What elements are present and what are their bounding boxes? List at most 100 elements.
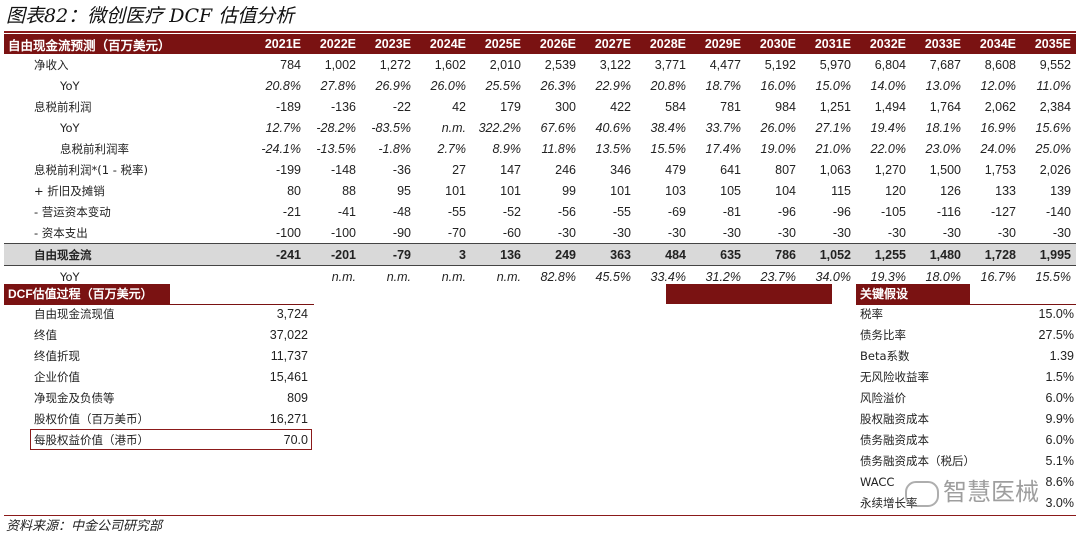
table-cell: 6,804 — [874, 57, 906, 72]
table-cell: 781 — [720, 99, 741, 114]
table-cell: 1,494 — [874, 99, 906, 114]
assumption-label: 永续增长率 — [860, 496, 918, 510]
table-cell: -79 — [361, 243, 416, 266]
table-cell: -199 — [275, 162, 301, 177]
dcf-row-value: 11,737 — [270, 349, 308, 363]
table-cell: 18.1% — [925, 120, 961, 135]
table-cell: -48 — [392, 204, 411, 219]
table-cell: 19.3% — [870, 269, 906, 284]
row-label: YoY — [60, 269, 80, 284]
table-cell: n.m. — [441, 120, 466, 135]
table-cell: -100 — [330, 225, 356, 240]
year-header: 2024E — [416, 34, 471, 54]
table-cell: 88 — [342, 183, 356, 198]
wechat-icon — [905, 480, 939, 507]
row-label: 息税前利润*(1 - 税率) — [34, 162, 148, 177]
table-cell: -28.2% — [316, 120, 356, 135]
table-cell: 786 — [746, 243, 801, 266]
table-cell: 19.0% — [760, 141, 796, 156]
row-label: 息税前利润 — [34, 99, 92, 114]
table-row: - 营运资本变动 -21 -41 -48 -55 -52 -56 -55 -69 -81 -96 -9… — [4, 201, 1076, 222]
assumption-row: 税率 15.0% — [860, 304, 1074, 325]
table-cell: 1,500 — [929, 162, 961, 177]
table-cell: n.m. — [386, 269, 411, 284]
table-cell: -30 — [777, 225, 796, 240]
title-divider — [4, 31, 1076, 33]
table-cell: 15.6% — [1035, 120, 1071, 135]
table-cell: 40.6% — [595, 120, 631, 135]
table-cell: 422 — [610, 99, 631, 114]
assumption-value: 6.0% — [1045, 391, 1075, 405]
table-cell: 22.0% — [870, 141, 906, 156]
table-cell: 17.4% — [705, 141, 741, 156]
table-cell: 2.7% — [437, 141, 467, 156]
table-cell: 101 — [500, 183, 521, 198]
table-cell: 67.6% — [540, 120, 576, 135]
table-cell: 103 — [665, 183, 686, 198]
assumption-label: 债务比率 — [860, 328, 906, 342]
dcf-row: 净现金及负债等 809 — [34, 388, 308, 409]
projection-header-label: 自由现金流预测（百万美元） — [4, 34, 251, 54]
projection-header-row: 自由现金流预测（百万美元） 2021E 2022E 2023E 2024E 2025E 2… — [4, 34, 1076, 54]
table-cell: 11.0% — [1036, 78, 1071, 93]
table-cell: 479 — [665, 162, 686, 177]
dcf-row: 每股权益价值（港币） 70.0 — [34, 430, 308, 451]
table-cell: 25.5% — [485, 78, 521, 93]
assumption-label: WACC — [860, 475, 895, 489]
table-cell: 5,192 — [764, 57, 796, 72]
table-cell: -30 — [832, 225, 851, 240]
assumption-label: 股权融资成本 — [860, 412, 929, 426]
table-cell: -56 — [557, 204, 576, 219]
table-cell: -55 — [447, 204, 466, 219]
assumption-label: 债务融资成本（税后） — [860, 454, 975, 468]
table-cell: 2,539 — [544, 57, 576, 72]
table-cell: 300 — [555, 99, 576, 114]
table-row: 净收入 784 1,002 1,272 1,602 2,010 2,539 3,122 3,77… — [4, 54, 1076, 75]
table-cell: 1,270 — [874, 162, 906, 177]
table-cell: 26.0% — [760, 120, 796, 135]
table-row: YoY n.m. n.m. n.m. n.m. 82.8% 45.5% 33.4% 31.2% 2… — [4, 266, 1076, 288]
dcf-section-header: DCF估值过程（百万美元） — [4, 284, 170, 304]
assumption-row: 无风险收益率 1.5% — [860, 367, 1074, 388]
table-cell: 584 — [665, 99, 686, 114]
table-cell: -136 — [330, 99, 356, 114]
table-cell: 22.9% — [595, 78, 631, 93]
row-label: + 折旧及摊销 — [34, 183, 105, 198]
table-row: YoY 20.8% 27.8% 26.9% 26.0% 25.5% 26.3% 22.9% 20… — [4, 75, 1076, 96]
year-header: 2032E — [856, 34, 911, 54]
table-cell: 147 — [500, 162, 521, 177]
table-cell: 1,272 — [379, 57, 411, 72]
assumption-value: 1.5% — [1045, 370, 1075, 384]
table-cell: -24.1% — [261, 141, 301, 156]
table-cell: 26.0% — [430, 78, 466, 93]
year-header: 2023E — [361, 34, 416, 54]
dcf-row-value: 16,271 — [269, 412, 308, 426]
assumption-row: 风险溢价 6.0% — [860, 388, 1074, 409]
table-cell: 101 — [610, 183, 631, 198]
table-cell: -13.5% — [316, 141, 356, 156]
table-cell: -100 — [275, 225, 301, 240]
table-cell: 15.5% — [1035, 269, 1071, 284]
table-cell: -81 — [722, 204, 741, 219]
table-cell: 346 — [610, 162, 631, 177]
table-cell: -1.8% — [378, 141, 411, 156]
table-cell: -60 — [502, 225, 521, 240]
fcf-projection-table: 自由现金流预测（百万美元） 2021E 2022E 2023E 2024E 2025E 2… — [4, 34, 1076, 287]
row-label: YoY — [60, 120, 80, 135]
dcf-row: 终值 37,022 — [34, 325, 308, 346]
source-note: 资料来源：中金公司研究部 — [6, 519, 163, 534]
assumption-label: Beta系数 — [860, 349, 910, 363]
table-cell: 2,010 — [489, 57, 521, 72]
table-cell: -41 — [337, 204, 356, 219]
table-cell: 27.8% — [320, 78, 356, 93]
table-cell: 1,251 — [819, 99, 851, 114]
table-cell: -69 — [667, 204, 686, 219]
table-cell: 26.9% — [375, 78, 411, 93]
table-cell: 1,255 — [856, 243, 911, 266]
table-cell: 12.0% — [980, 78, 1016, 93]
table-cell: -55 — [612, 204, 631, 219]
table-row: 息税前利润率 -24.1% -13.5% -1.8% 2.7% 8.9% 11.8% 13.5… — [4, 138, 1076, 159]
row-label: - 资本支出 — [34, 225, 88, 240]
table-cell: 322.2% — [478, 120, 521, 135]
table-cell: 24.0% — [980, 141, 1016, 156]
